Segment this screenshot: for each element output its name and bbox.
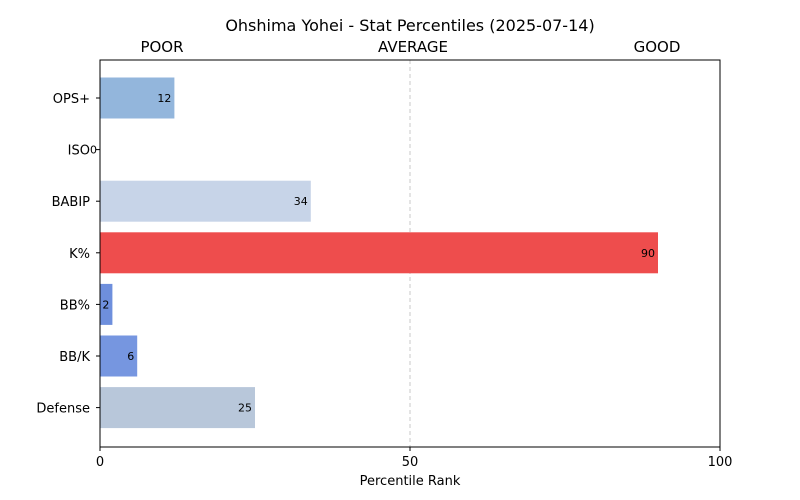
bar-value-label: 2 [102, 298, 109, 311]
y-tick-label: Defense [36, 402, 90, 417]
bar-k [100, 232, 658, 274]
bar-value-label: 34 [294, 195, 308, 208]
x-tick-label: 100 [708, 455, 733, 470]
x-tick-label: 0 [96, 455, 104, 470]
zone-label-good: GOOD [634, 38, 681, 56]
bar-value-label: 12 [157, 92, 171, 105]
bar-value-label: 90 [641, 247, 655, 260]
bar-ops [100, 77, 175, 119]
bar-babip [100, 180, 311, 222]
bar-value-label: 0 [90, 144, 97, 157]
bars-layer [100, 77, 658, 429]
y-tick-label: BB% [60, 298, 90, 313]
y-tick-label: BABIP [52, 195, 91, 210]
bar-value-label: 6 [127, 350, 134, 363]
zone-label-poor: POOR [140, 38, 183, 56]
bar-bb-k [100, 335, 138, 377]
y-axis: OPS+ ISO BABIP K% BB% BB/K Defense [36, 92, 100, 417]
y-tick-label: OPS+ [53, 92, 90, 107]
value-labels-layer: 12 0 34 90 2 6 25 [90, 92, 655, 415]
bar-value-label: 25 [238, 402, 252, 415]
y-tick-label: K% [69, 247, 90, 262]
x-tick-label: 50 [402, 455, 419, 470]
zone-label-average: AVERAGE [378, 38, 448, 56]
bar-defense [100, 387, 255, 429]
chart-title: Ohshima Yohei - Stat Percentiles (2025-0… [225, 16, 594, 35]
x-axis-label: Percentile Rank [360, 474, 461, 489]
y-tick-label: ISO [68, 144, 90, 159]
y-tick-label: BB/K [59, 350, 90, 365]
bar-bb [100, 283, 113, 325]
x-axis: 0 50 100 [96, 447, 733, 470]
